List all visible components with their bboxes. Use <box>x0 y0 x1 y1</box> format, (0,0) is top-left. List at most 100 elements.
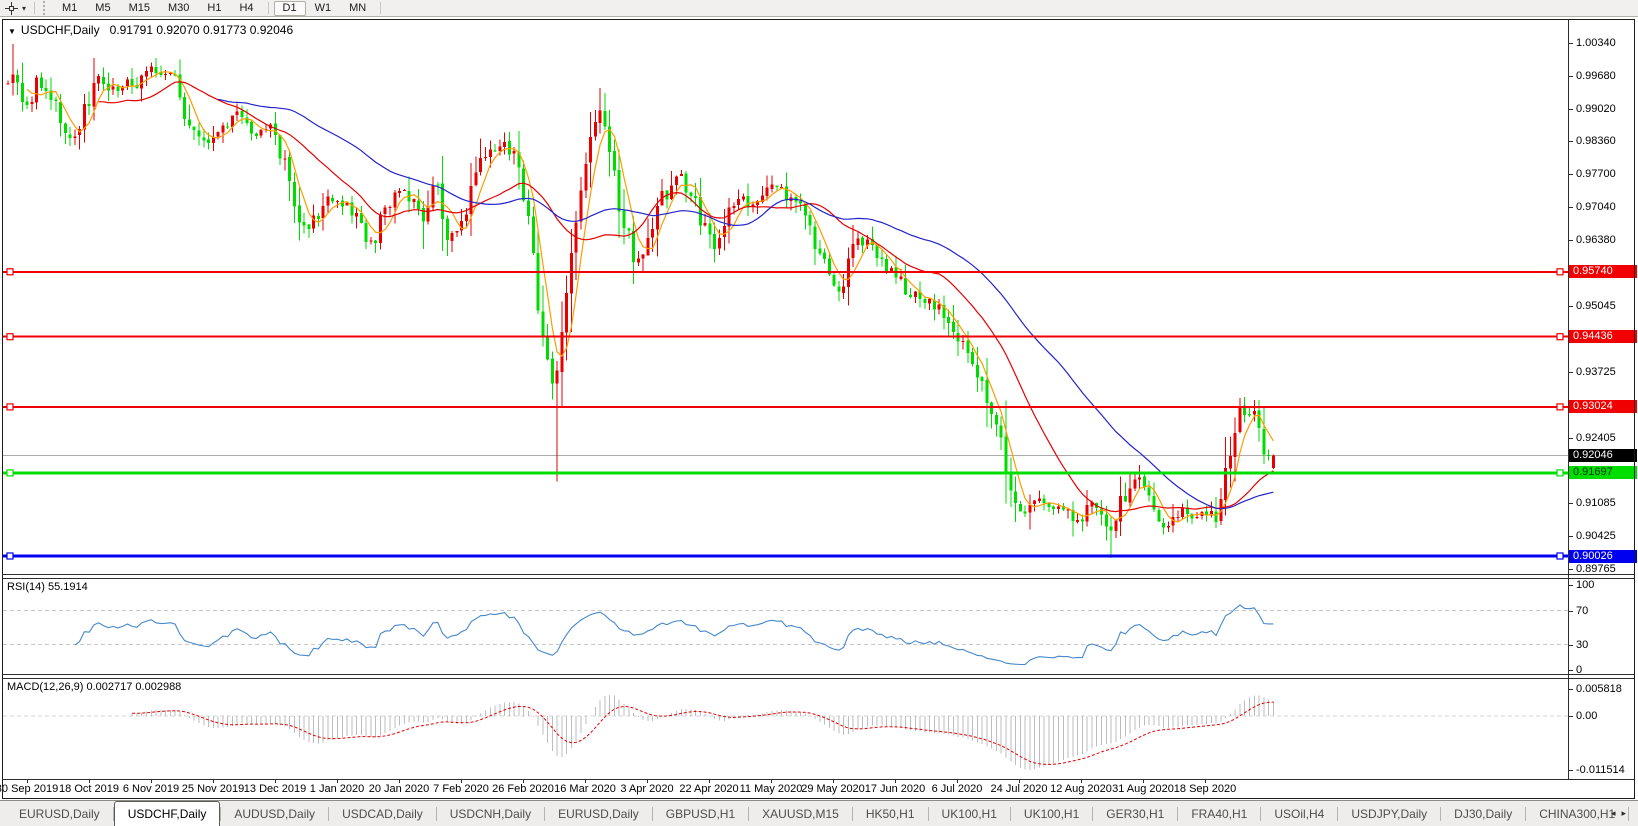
chart-tab-ger30-h1[interactable]: GER30,H1 <box>1106 807 1165 821</box>
chart-tab-eurusd-daily[interactable]: EURUSD,Daily <box>558 807 639 821</box>
date-tick <box>895 779 896 783</box>
tab-separator <box>220 807 222 821</box>
tab-scroll-arrows[interactable]: ◂▸ <box>1611 808 1632 819</box>
date-tick <box>1143 779 1144 783</box>
tab-scroll-right-icon[interactable]: ▸ <box>1621 808 1632 818</box>
date-axis-line <box>2 779 1635 780</box>
chart-context-arrow-icon[interactable]: ▼ <box>8 27 16 36</box>
date-label: 7 Feb 2020 <box>433 783 489 795</box>
axis-tick-label: 0.97700 <box>1576 168 1616 180</box>
chart-tabs: EURUSD,Daily USDCHF,Daily AUDUSD,Daily USDC… <box>0 800 1638 826</box>
chart-tab-hk50-h1[interactable]: HK50,H1 <box>865 807 915 821</box>
crosshair-tool-button[interactable] <box>0 1 22 15</box>
axis-tick-label: 30 <box>1576 639 1589 651</box>
chart-tab-usdchf-daily[interactable]: USDCHF,Daily <box>113 800 221 826</box>
axis-tick <box>1569 670 1573 671</box>
tab-separator <box>1260 807 1262 821</box>
axis-tick <box>1569 306 1573 307</box>
rsi-value: 55.1914 <box>47 581 88 593</box>
macd-values: 0.002717 0.002988 <box>86 681 182 693</box>
chart-tab-usdcnh-daily[interactable]: USDCNH,Daily <box>449 807 532 821</box>
toolbar-grip-handle[interactable] <box>43 1 46 15</box>
date-label: 20 Jan 2020 <box>368 783 430 795</box>
date-label: 13 Dec 2019 <box>243 783 307 795</box>
chart-tab-uk100-h1[interactable]: UK100,H1 <box>941 807 997 821</box>
axis-tick-label: 0.005818 <box>1576 683 1622 695</box>
tab-scroll-left-icon[interactable]: ◂ <box>1610 808 1622 818</box>
pane-splitter-rsi[interactable] <box>2 574 1635 579</box>
date-label: 16 Mar 2020 <box>554 783 616 795</box>
date-label: 3 Apr 2020 <box>620 783 674 795</box>
timeframe-button-m30[interactable]: M30 <box>167 1 190 14</box>
chart-tab-usoil-h4[interactable]: USOil,H4 <box>1274 807 1325 821</box>
date-tick <box>151 779 152 783</box>
tab-separator <box>1440 807 1442 821</box>
macd-indicator-canvas[interactable] <box>3 679 1568 779</box>
pane-splitter-macd[interactable] <box>2 674 1635 679</box>
timeframe-button-w1[interactable]: W1 <box>314 1 332 14</box>
chart-title: ▼ USDCHF,Daily 0.91791 0.92070 0.91773 0.9… <box>8 23 293 37</box>
axis-tick-label: 0.00 <box>1576 710 1598 722</box>
date-tick <box>647 779 648 783</box>
chevron-down-icon[interactable]: ▾ <box>22 3 27 13</box>
chart-tab-gbpusd-h1[interactable]: GBPUSD,H1 <box>665 807 736 821</box>
date-label: 30 Sep 2019 <box>0 783 59 795</box>
timeframe-button-h1[interactable]: H1 <box>207 1 222 14</box>
chart-tab-dj30-daily[interactable]: DJ30,Daily <box>1454 807 1513 821</box>
axis-tick-label: 0.90425 <box>1576 530 1616 542</box>
rsi-label: RSI(14) 55.1914 <box>7 581 88 593</box>
toolbar-separator <box>380 2 382 14</box>
date-tick <box>957 779 958 783</box>
toolbar-separator <box>34 2 36 14</box>
date-tick <box>833 779 834 783</box>
chart-tab-fra40-h1[interactable]: FRA40,H1 <box>1191 807 1248 821</box>
date-label: 18 Oct 2019 <box>59 783 119 795</box>
date-label: 18 Sep 2020 <box>1173 783 1237 795</box>
chart-tab-bar: EURUSD,Daily USDCHF,Daily AUDUSD,Daily USDC… <box>0 800 1638 826</box>
toolbar-separator <box>267 2 269 14</box>
price-chart-canvas[interactable] <box>3 20 1568 574</box>
timeframe-toolbar: ▾ M1 M5 M15 M30 H1 H4 D1 W1 MN <box>0 0 1638 17</box>
axis-tick <box>1569 536 1573 537</box>
axis-tick <box>1569 716 1573 717</box>
tab-separator <box>927 807 929 821</box>
axis-tick <box>1569 109 1573 110</box>
timeframe-button-mn[interactable]: MN <box>349 1 367 14</box>
date-label: 17 Jun 2020 <box>864 783 926 795</box>
tab-separator <box>1092 807 1094 821</box>
chart-tab-audusd-daily[interactable]: AUDUSD,Daily <box>234 807 316 821</box>
axis-tick <box>1569 689 1573 690</box>
date-label: 25 Nov 2019 <box>181 783 245 795</box>
axis-tick-label: 70 <box>1576 605 1589 617</box>
date-tick <box>213 779 214 783</box>
chart-tab-uk100-h1[interactable]: UK100,H1 <box>1023 807 1080 821</box>
date-label: 6 Nov 2019 <box>122 783 180 795</box>
timeframe-button-m5[interactable]: M5 <box>95 1 111 14</box>
date-tick <box>585 779 586 783</box>
date-label: 22 Apr 2020 <box>679 783 739 795</box>
timeframe-button-m1[interactable]: M1 <box>62 1 78 14</box>
chart-tab-usdjpy-daily[interactable]: USDJPY,Daily <box>1351 807 1428 821</box>
chart-tab-china300-h1[interactable]: CHINA300,H1 <box>1539 807 1616 821</box>
axis-tick-label: 0.97040 <box>1576 201 1616 213</box>
date-tick <box>89 779 90 783</box>
chart-tab-xauusd-m15[interactable]: XAUUSD,M15 <box>762 807 839 821</box>
chart-tab-eurusd-daily[interactable]: EURUSD,Daily <box>19 807 100 821</box>
date-tick <box>1205 779 1206 783</box>
tab-separator <box>1628 807 1630 821</box>
tab-separator <box>851 807 853 821</box>
date-tick <box>337 779 338 783</box>
tab-separator <box>328 807 330 821</box>
axis-tick <box>1569 503 1573 504</box>
timeframe-button-h4[interactable]: H4 <box>239 1 254 14</box>
timeframe-button-d1[interactable]: D1 <box>273 0 306 16</box>
rsi-indicator-canvas[interactable] <box>3 579 1568 674</box>
price-line-label: 0.93024 <box>1569 400 1637 413</box>
macd-label: MACD(12,26,9) 0.002717 0.002988 <box>7 681 181 693</box>
date-tick <box>523 779 524 783</box>
date-tick <box>709 779 710 783</box>
axis-tick-label: 0.89765 <box>1576 563 1616 575</box>
chart-tab-usdcad-daily[interactable]: USDCAD,Daily <box>342 807 423 821</box>
timeframe-button-m15[interactable]: M15 <box>128 1 150 14</box>
